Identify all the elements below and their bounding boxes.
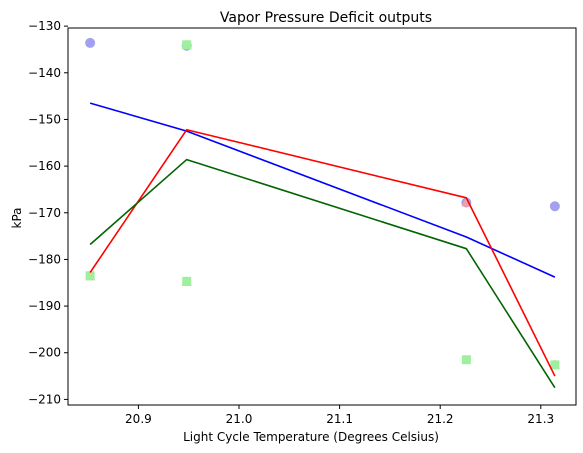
series-3-line [89,158,556,389]
plot-area [85,37,560,389]
y-tick-label: −170 [28,206,61,220]
series-1-line [89,102,556,278]
y-axis: −130 −140 −150 −160 −170 −180 −190 −200 −210 [28,19,68,406]
x-tick-label: 21.2 [427,412,454,426]
y-axis-label: kPa [10,208,24,229]
x-tick-label: 21.3 [527,412,554,426]
scatter-point-square [461,355,471,365]
y-tick-label: −210 [28,392,61,406]
y-tick-label: −140 [28,66,61,80]
y-tick-label: −190 [28,299,61,313]
scatter-point-square [85,271,95,281]
series-3-markers [85,40,560,370]
scatter-point-circle [85,37,96,48]
axes-frame [67,27,577,406]
x-tick-label: 21.0 [226,412,253,426]
x-axis-label: Light Cycle Temperature (Degrees Celsius… [183,430,439,444]
scatter-point-square [550,360,560,370]
x-tick-label: 20.9 [125,412,152,426]
scatter-point-circle [549,201,560,212]
scatter-point-square [182,276,192,286]
y-tick-label: −200 [28,346,61,360]
scatter-point-square [182,40,192,50]
y-tick-label: −180 [28,252,61,266]
y-tick-label: −130 [28,19,61,33]
chart-title: Vapor Pressure Deficit outputs [220,10,432,26]
y-tick-label: −160 [28,159,61,173]
x-tick-label: 21.1 [326,412,353,426]
y-tick-label: −150 [28,112,61,126]
x-axis: 20.9 21.0 21.1 21.2 21.3 [125,405,554,426]
